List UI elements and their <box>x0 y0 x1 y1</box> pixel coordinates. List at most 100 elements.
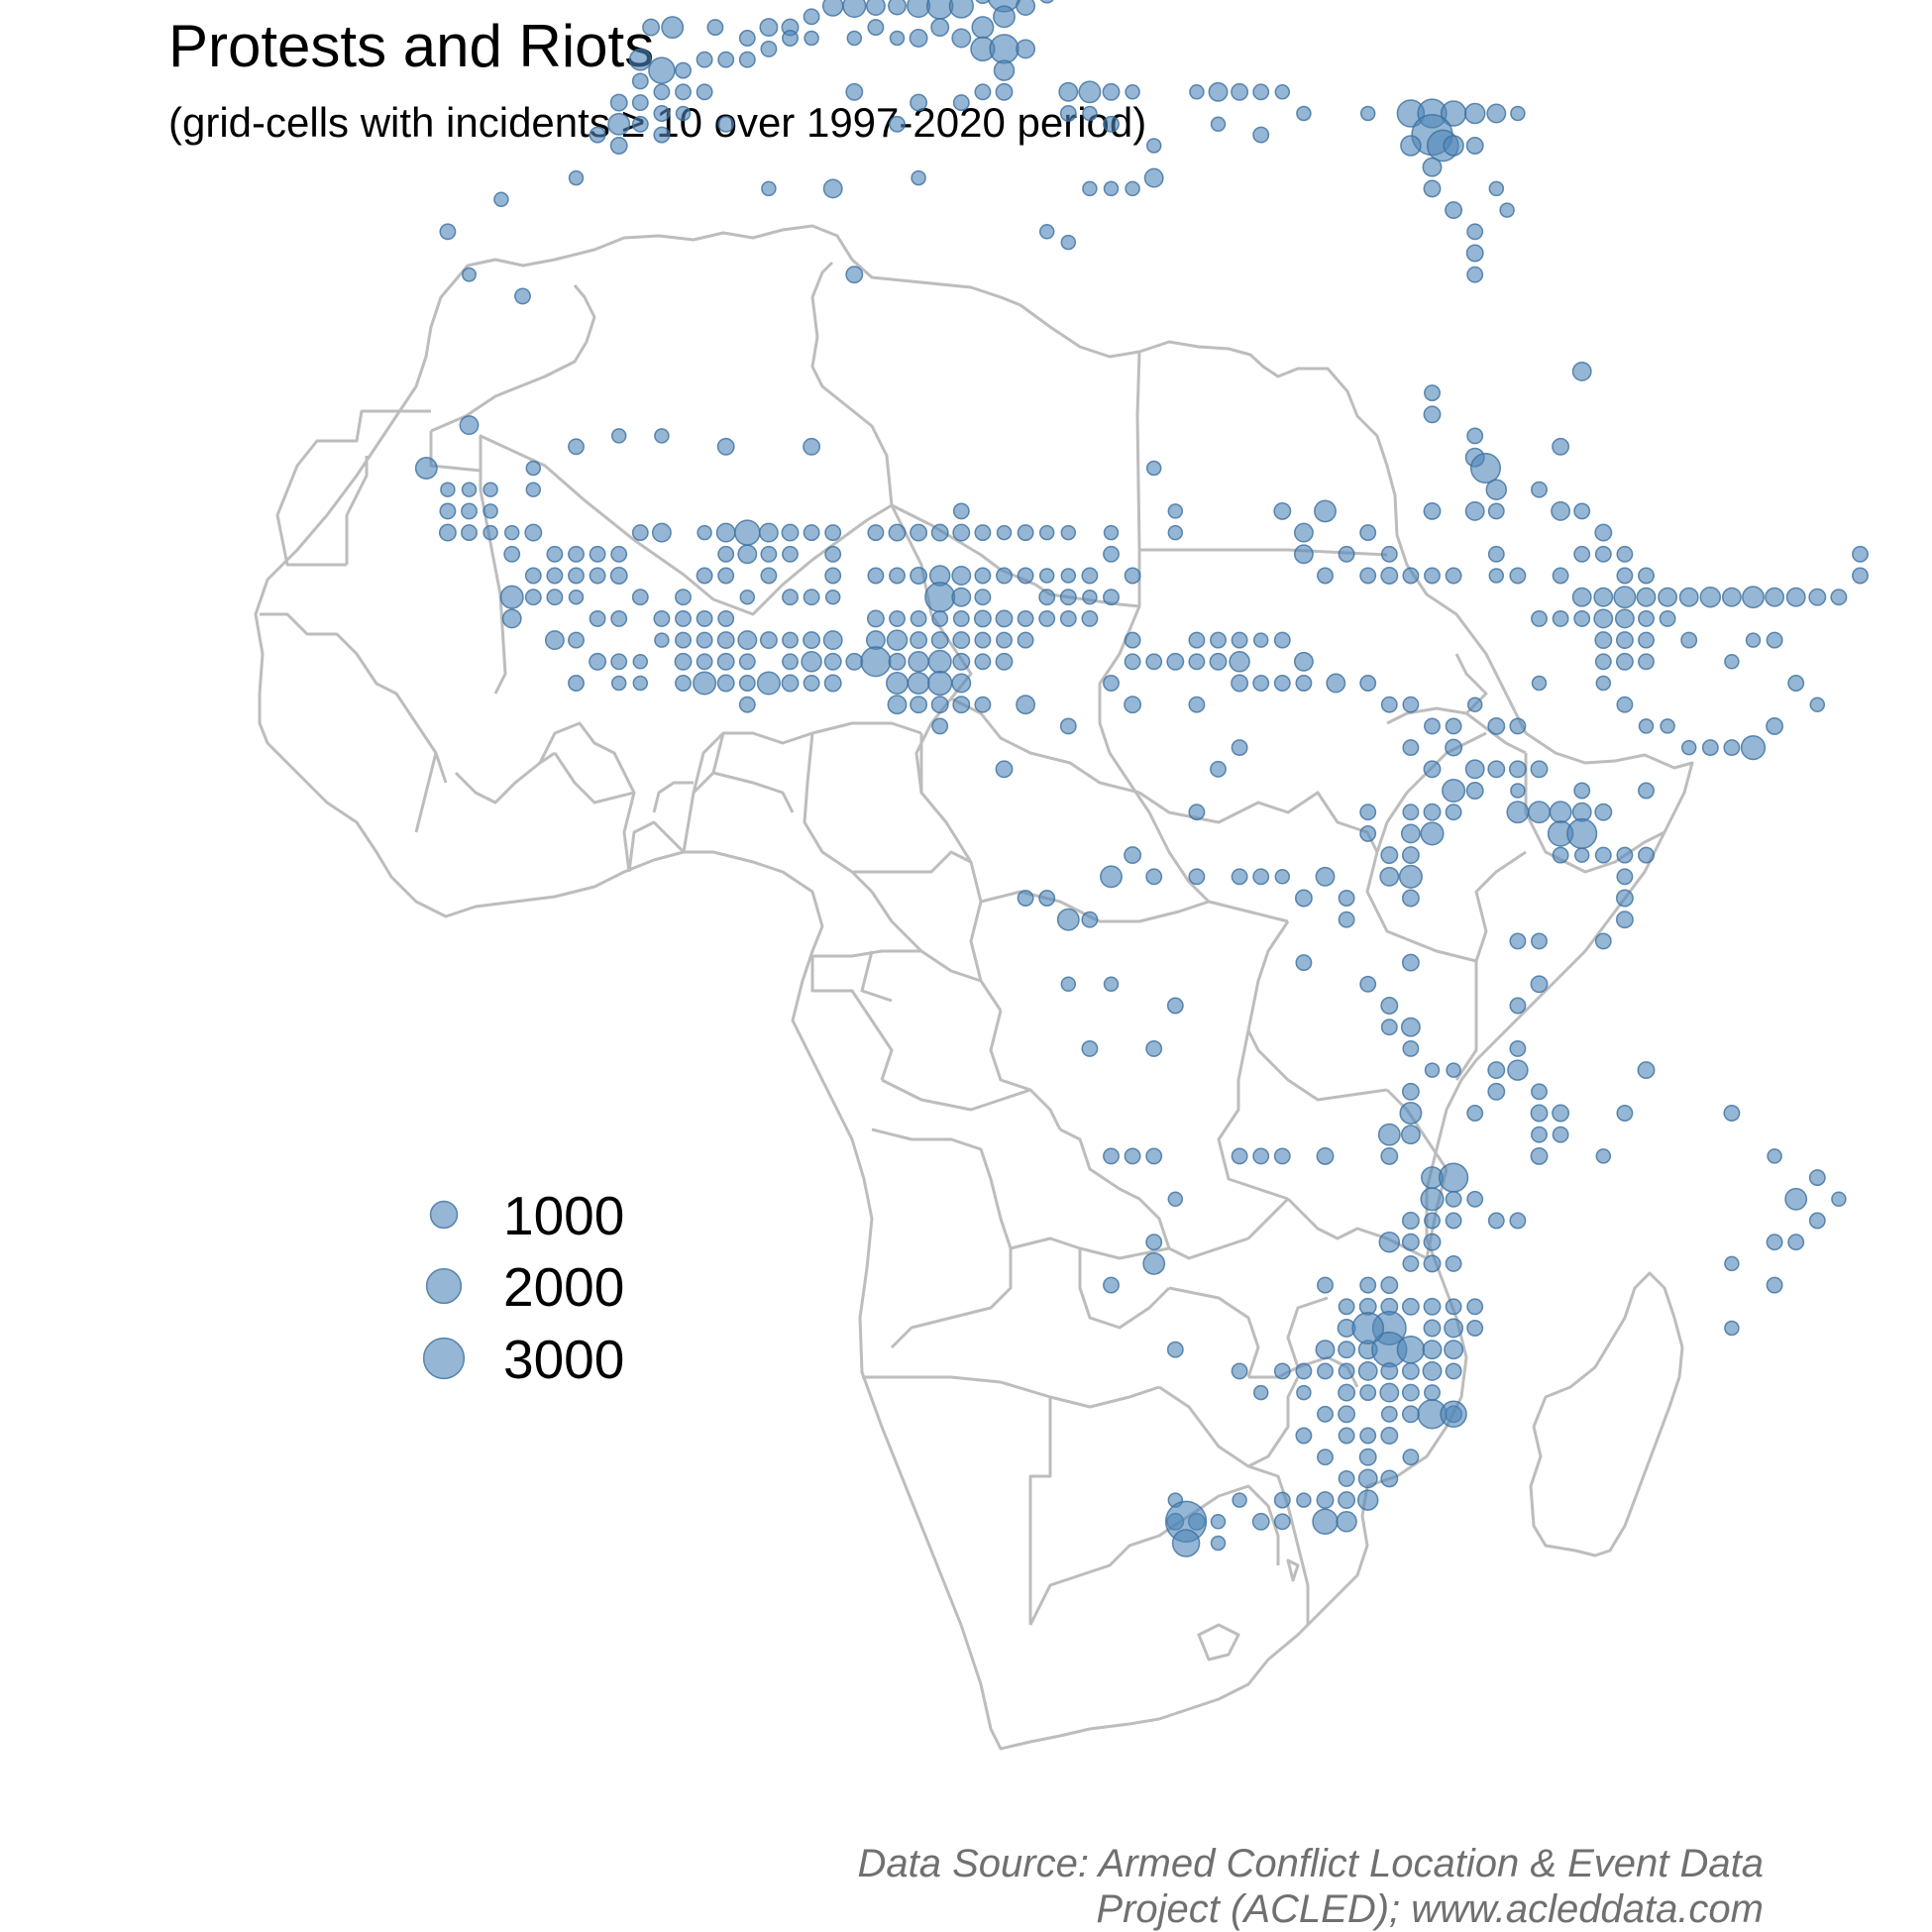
incident-point <box>1359 1427 1377 1445</box>
incident-point <box>1124 696 1142 714</box>
incident-point <box>1103 545 1120 563</box>
incident-point <box>1444 1340 1464 1360</box>
incident-point <box>846 30 863 47</box>
incident-point <box>568 438 585 456</box>
incident-point <box>1531 675 1548 692</box>
incident-point <box>1059 105 1077 122</box>
country-border <box>345 456 369 565</box>
legend-circle-1000 <box>429 1200 459 1230</box>
incident-point <box>1081 911 1099 928</box>
incident-point <box>1317 1405 1334 1423</box>
incident-point <box>1338 1469 1355 1487</box>
incident-point <box>1102 82 1121 101</box>
country-border <box>969 901 1003 1012</box>
incident-point <box>675 105 692 122</box>
incident-point <box>1766 716 1784 735</box>
incident-point <box>756 671 781 696</box>
country-border <box>430 284 596 433</box>
incident-point <box>1060 976 1077 993</box>
incident-point <box>822 630 843 651</box>
incident-point <box>654 428 670 444</box>
incident-point <box>1402 1449 1420 1466</box>
incident-point <box>546 589 564 606</box>
incident-point <box>1167 1191 1184 1208</box>
incident-point <box>1551 500 1571 521</box>
incident-point <box>717 51 735 68</box>
incident-point <box>1038 890 1056 907</box>
incident-point <box>1573 609 1591 627</box>
incident-point <box>1273 1491 1291 1509</box>
incident-point <box>697 524 712 541</box>
country-border <box>1385 1088 1449 1170</box>
incident-point <box>1145 1039 1163 1057</box>
incident-point <box>951 566 972 586</box>
incident-point <box>1445 1362 1462 1380</box>
incident-point <box>1424 1212 1441 1230</box>
incident-point <box>1499 202 1515 218</box>
country-border <box>860 950 893 1003</box>
incident-point <box>1145 1234 1163 1251</box>
incident-point <box>1785 587 1806 607</box>
incident-point <box>1017 631 1034 649</box>
incident-point <box>483 524 498 541</box>
incident-point <box>524 589 542 606</box>
incident-point <box>1552 609 1569 627</box>
incident-point <box>1721 587 1742 607</box>
incident-point <box>1701 739 1719 757</box>
incident-point <box>1852 545 1869 563</box>
incident-point <box>995 652 1014 671</box>
incident-point <box>1166 652 1185 671</box>
incident-point <box>1231 868 1248 886</box>
incident-point <box>1380 696 1398 713</box>
incident-point <box>1210 631 1227 649</box>
incident-point <box>1380 567 1399 585</box>
incident-point <box>1552 567 1569 585</box>
incident-point <box>1208 81 1229 102</box>
incident-point <box>632 675 649 692</box>
incident-point <box>1400 823 1421 844</box>
country-border <box>1246 920 1388 1102</box>
incident-point <box>715 522 736 543</box>
incident-point <box>1466 1105 1484 1122</box>
incident-point <box>781 523 800 542</box>
incident-point <box>525 482 542 497</box>
incident-point <box>589 567 606 585</box>
incident-point <box>1103 976 1120 993</box>
incident-point <box>1295 1362 1313 1380</box>
incident-point <box>1808 588 1827 606</box>
incident-point <box>974 589 992 606</box>
incident-point <box>1317 1362 1334 1380</box>
incident-point <box>909 29 928 48</box>
incident-point <box>1438 1162 1469 1193</box>
incident-point <box>1509 932 1527 950</box>
incident-point <box>1401 846 1420 865</box>
incident-point <box>675 83 692 101</box>
incident-point <box>1293 544 1314 565</box>
incident-point <box>631 524 649 542</box>
incident-point <box>1742 586 1765 609</box>
incident-point <box>910 523 928 542</box>
incident-point <box>1638 653 1655 671</box>
incident-point <box>631 94 649 112</box>
incident-point <box>1081 567 1099 585</box>
incident-point <box>1615 652 1634 671</box>
country-border <box>692 732 725 795</box>
incident-point <box>653 105 671 122</box>
incident-point <box>930 696 949 714</box>
incident-point <box>1445 804 1462 821</box>
incident-point <box>952 696 971 714</box>
incident-point <box>1231 739 1248 757</box>
incident-point <box>1359 524 1377 542</box>
incident-point <box>1615 631 1634 650</box>
incident-point <box>1359 975 1377 993</box>
incident-point <box>1680 739 1697 756</box>
incident-point <box>1400 135 1422 157</box>
incident-point <box>889 609 906 627</box>
incident-point <box>1314 499 1337 523</box>
country-border <box>989 1010 1031 1092</box>
incident-point <box>803 437 821 456</box>
incident-point <box>1445 738 1463 757</box>
incident-point <box>1103 1147 1120 1165</box>
incident-point <box>1038 589 1056 606</box>
country-border <box>871 1127 1013 1249</box>
